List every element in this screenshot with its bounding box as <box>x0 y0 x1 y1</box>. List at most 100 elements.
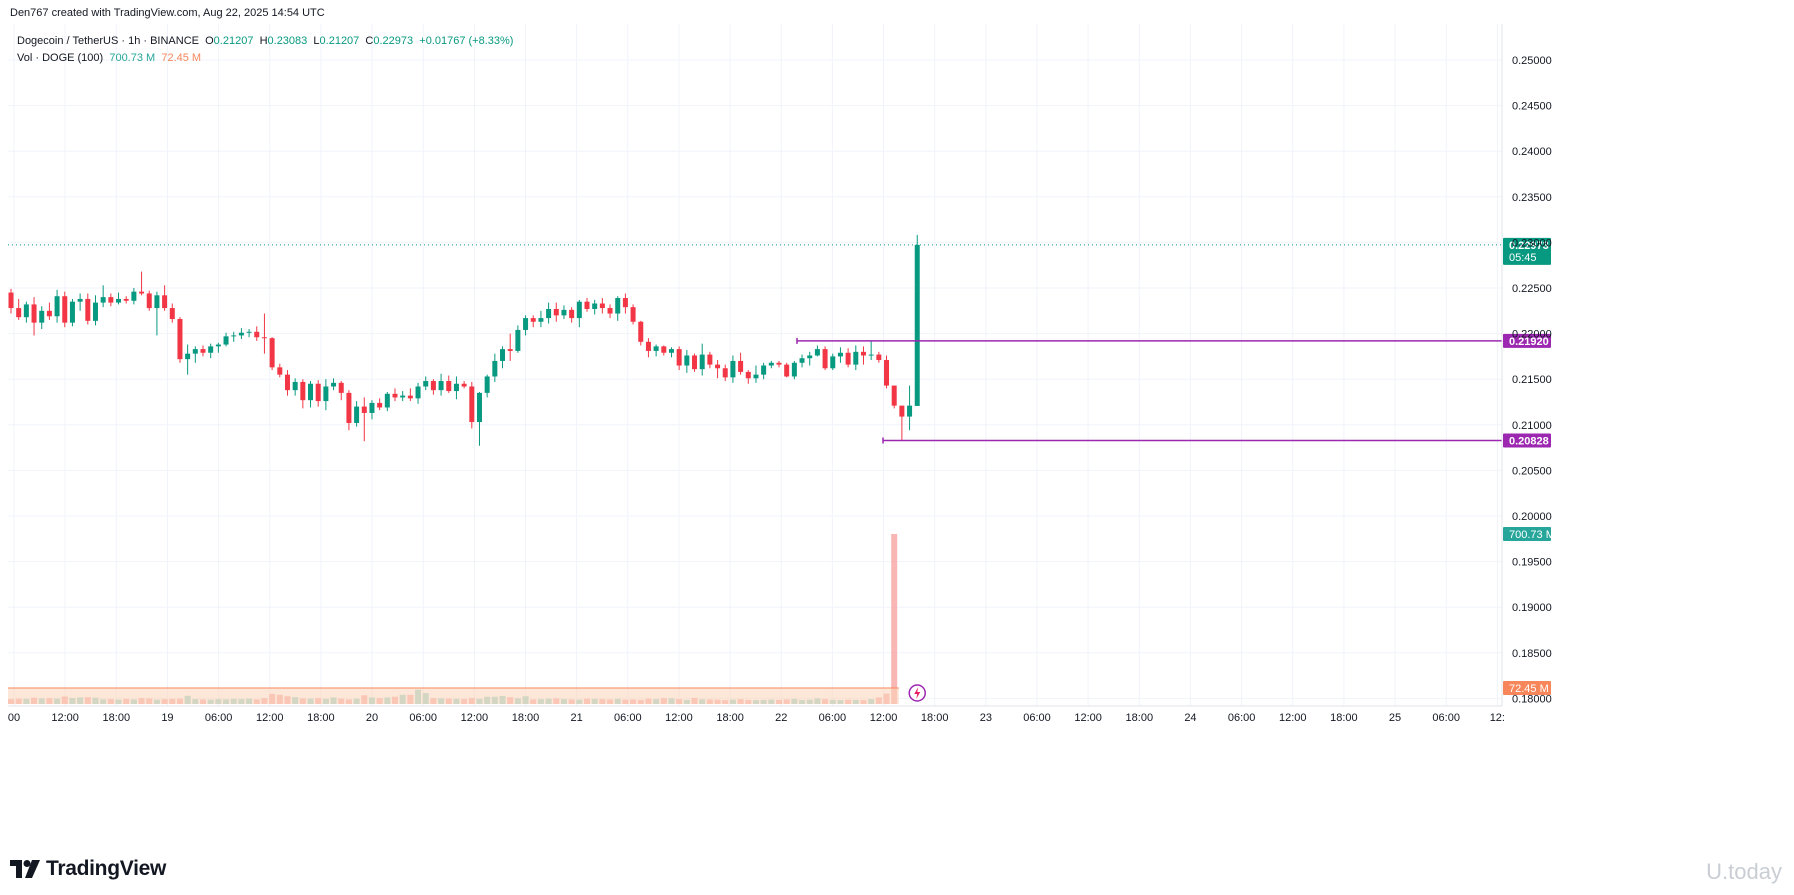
candle-body[interactable] <box>645 341 651 351</box>
candle-body[interactable] <box>238 332 244 336</box>
candle-body[interactable] <box>415 386 421 399</box>
candle-body[interactable] <box>799 358 805 363</box>
candle-body[interactable] <box>876 354 882 361</box>
volume-legend[interactable]: Vol · DOGE (100) 700.73 M 72.45 M <box>17 52 201 64</box>
candle-body[interactable] <box>853 351 859 365</box>
candle-body[interactable] <box>569 309 575 319</box>
candle-body[interactable] <box>377 402 383 408</box>
candle-body[interactable] <box>361 406 367 413</box>
candle-body[interactable] <box>453 383 459 392</box>
candle-body[interactable] <box>661 346 667 353</box>
candle-body[interactable] <box>584 301 590 309</box>
candle-body[interactable] <box>31 304 37 323</box>
candle-body[interactable] <box>354 406 360 423</box>
candle-body[interactable] <box>622 298 628 308</box>
candle-body[interactable] <box>638 321 644 342</box>
candle-body[interactable] <box>323 386 329 402</box>
candle-body[interactable] <box>62 296 68 323</box>
candle-body[interactable] <box>123 298 129 301</box>
candle-body[interactable] <box>162 295 168 309</box>
candle-body[interactable] <box>200 349 206 353</box>
candle-body[interactable] <box>845 352 851 365</box>
candle-body[interactable] <box>561 309 567 316</box>
candle-body[interactable] <box>745 371 751 379</box>
candle-body[interactable] <box>776 362 782 365</box>
candle-body[interactable] <box>576 301 582 319</box>
candle-body[interactable] <box>907 405 913 417</box>
candle-body[interactable] <box>139 291 145 294</box>
candle-body[interactable] <box>154 295 160 309</box>
candle-body[interactable] <box>546 308 552 319</box>
candle-body[interactable] <box>116 298 122 303</box>
candle-body[interactable] <box>430 381 436 391</box>
candle-body[interactable] <box>837 352 843 357</box>
candle-body[interactable] <box>146 293 152 309</box>
candle-body[interactable] <box>315 383 321 402</box>
candle-body[interactable] <box>407 395 413 399</box>
candle-body[interactable] <box>292 381 298 391</box>
candle-body[interactable] <box>16 308 22 318</box>
candle-body[interactable] <box>54 296 60 317</box>
candle-body[interactable] <box>461 383 467 387</box>
candle-body[interactable] <box>914 244 920 406</box>
candle-body[interactable] <box>177 319 183 360</box>
candle-body[interactable] <box>615 298 621 314</box>
candle-body[interactable] <box>369 402 375 413</box>
candle-body[interactable] <box>400 395 406 398</box>
candle-body[interactable] <box>308 383 314 401</box>
candle-body[interactable] <box>476 392 482 423</box>
candle-body[interactable] <box>208 346 214 353</box>
candle-body[interactable] <box>538 318 544 322</box>
candle-body[interactable] <box>630 307 636 322</box>
candle-body[interactable] <box>507 349 513 351</box>
candle-body[interactable] <box>899 405 905 417</box>
tradingview-logo[interactable]: TradingView <box>10 857 166 881</box>
candle-body[interactable] <box>192 349 198 354</box>
candle-body[interactable] <box>553 308 559 316</box>
candle-body[interactable] <box>515 329 521 351</box>
candle-body[interactable] <box>860 351 866 356</box>
candle-body[interactable] <box>791 362 797 377</box>
candle-body[interactable] <box>822 349 828 369</box>
candle-body[interactable] <box>300 381 306 401</box>
candle-body[interactable] <box>85 298 91 321</box>
candle-body[interactable] <box>23 304 29 318</box>
candle-body[interactable] <box>261 337 267 339</box>
candle-body[interactable] <box>77 298 83 302</box>
candle-body[interactable] <box>592 303 598 309</box>
candle-body[interactable] <box>884 360 890 386</box>
candle-body[interactable] <box>730 360 736 378</box>
candle-body[interactable] <box>384 393 390 408</box>
candle-body[interactable] <box>523 318 529 330</box>
candle-body[interactable] <box>39 310 45 323</box>
candle-body[interactable] <box>346 392 352 423</box>
candle-body[interactable] <box>169 308 175 320</box>
volume-label[interactable]: Vol · DOGE (100) <box>17 52 104 64</box>
candle-body[interactable] <box>269 338 275 368</box>
candle-body[interactable] <box>69 301 75 323</box>
candle-body[interactable] <box>254 331 260 338</box>
candle-body[interactable] <box>92 302 98 321</box>
candle-body[interactable] <box>223 336 229 345</box>
candle-body[interactable] <box>131 291 137 301</box>
candle-body[interactable] <box>530 318 536 322</box>
candle-body[interactable] <box>891 385 897 406</box>
candle-body[interactable] <box>185 353 191 360</box>
symbol-name[interactable]: Dogecoin / TetherUS · 1h · BINANCE <box>17 35 199 47</box>
candle-body[interactable] <box>599 303 605 309</box>
candle-body[interactable] <box>484 376 490 393</box>
candle-body[interactable] <box>753 374 759 379</box>
candle-body[interactable] <box>761 365 767 375</box>
candle-body[interactable] <box>338 382 344 393</box>
candle-body[interactable] <box>231 335 237 337</box>
candle-body[interactable] <box>446 381 452 392</box>
candle-body[interactable] <box>722 368 728 378</box>
candle-body[interactable] <box>715 364 721 369</box>
candle-body[interactable] <box>100 297 106 303</box>
candle-body[interactable] <box>653 346 659 351</box>
candle-body[interactable] <box>500 349 506 361</box>
candle-body[interactable] <box>692 355 698 370</box>
candle-body[interactable] <box>684 355 690 366</box>
candle-body[interactable] <box>607 308 613 314</box>
candle-body[interactable] <box>492 360 498 377</box>
